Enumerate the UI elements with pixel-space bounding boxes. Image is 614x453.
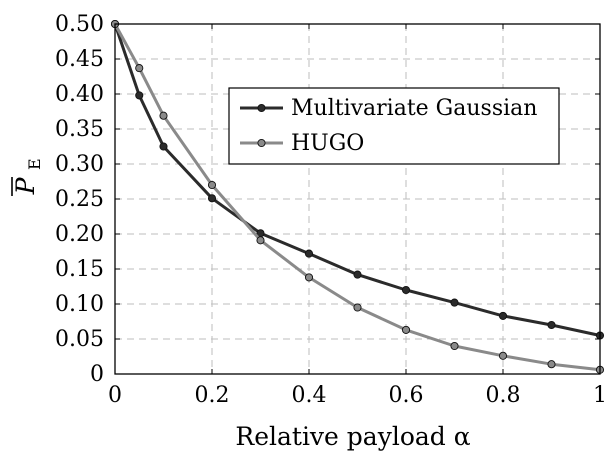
y-tick-label: 0.50 bbox=[55, 12, 104, 37]
data-point-multivariate-gaussian bbox=[159, 142, 168, 151]
y-tick-label: 0.45 bbox=[55, 47, 104, 72]
x-axis-label: Relative payload α bbox=[235, 422, 470, 451]
series-line-hugo bbox=[113, 22, 602, 372]
y-tick-label: 0.35 bbox=[55, 117, 104, 142]
y-tick-label: 0 bbox=[90, 362, 104, 387]
data-point-hugo bbox=[353, 303, 362, 312]
data-point-multivariate-gaussian bbox=[401, 285, 411, 295]
x-tick-label: 0.2 bbox=[195, 383, 230, 408]
legend-marker-multivariate-gaussian bbox=[257, 103, 266, 113]
legend-entries: Multivariate Gaussian HUGO bbox=[240, 96, 537, 156]
legend-marker-hugo bbox=[257, 138, 266, 148]
data-point-multivariate-gaussian bbox=[304, 249, 314, 258]
series-line-multivariate-gaussian bbox=[113, 22, 602, 337]
data-point-multivariate-gaussian bbox=[450, 298, 459, 307]
y-axis-label-subscript: E bbox=[25, 158, 44, 170]
y-tick-label: 0.30 bbox=[55, 152, 104, 177]
legend: Multivariate Gaussian HUGO bbox=[228, 87, 560, 165]
x-tick-label: 1 bbox=[593, 383, 607, 408]
y-axis-label-main: P bbox=[11, 176, 40, 195]
x-tick-label: 0.6 bbox=[389, 383, 424, 408]
x-tick-label: 0.4 bbox=[292, 383, 327, 408]
y-tick-label: 0.20 bbox=[55, 222, 104, 247]
data-point-multivariate-gaussian bbox=[135, 91, 144, 100]
data-point-multivariate-gaussian bbox=[207, 194, 217, 203]
data-point-multivariate-gaussian bbox=[547, 320, 556, 330]
data-point-hugo bbox=[304, 273, 314, 282]
data-point-hugo bbox=[159, 111, 168, 120]
data-point-hugo bbox=[207, 180, 217, 190]
y-tick-label: 0.10 bbox=[55, 292, 104, 317]
data-point-hugo bbox=[401, 325, 411, 334]
legend-box bbox=[228, 87, 560, 165]
plot-series bbox=[110, 19, 605, 374]
data-point-hugo bbox=[547, 360, 556, 369]
data-point-hugo bbox=[498, 351, 508, 360]
y-axis-label: P E bbox=[11, 158, 44, 196]
y-tick-label: 0.05 bbox=[55, 327, 104, 352]
y-tick-label: 0.40 bbox=[55, 82, 104, 107]
data-point-multivariate-gaussian bbox=[498, 311, 508, 320]
data-point-hugo bbox=[256, 236, 265, 245]
x-tick-label: 0 bbox=[108, 383, 122, 408]
x-tick-label: 0.8 bbox=[486, 383, 521, 408]
legend-label-multivariate-gaussian: Multivariate Gaussian bbox=[291, 96, 537, 121]
legend-label-hugo: HUGO bbox=[291, 131, 364, 156]
x-axis-label-text: Relative payload α bbox=[235, 422, 470, 451]
y-tick-label: 0.15 bbox=[55, 257, 104, 282]
axis-ticks: 0 0.2 0.4 0.6 0.8 1 0 0.05 0.10 0.15 0.20 0.25 0.30 0… bbox=[55, 12, 607, 408]
data-point-multivariate-gaussian bbox=[353, 270, 362, 279]
data-point-hugo bbox=[450, 341, 459, 351]
data-point-hugo bbox=[135, 64, 144, 73]
y-tick-label: 0.25 bbox=[55, 187, 104, 212]
